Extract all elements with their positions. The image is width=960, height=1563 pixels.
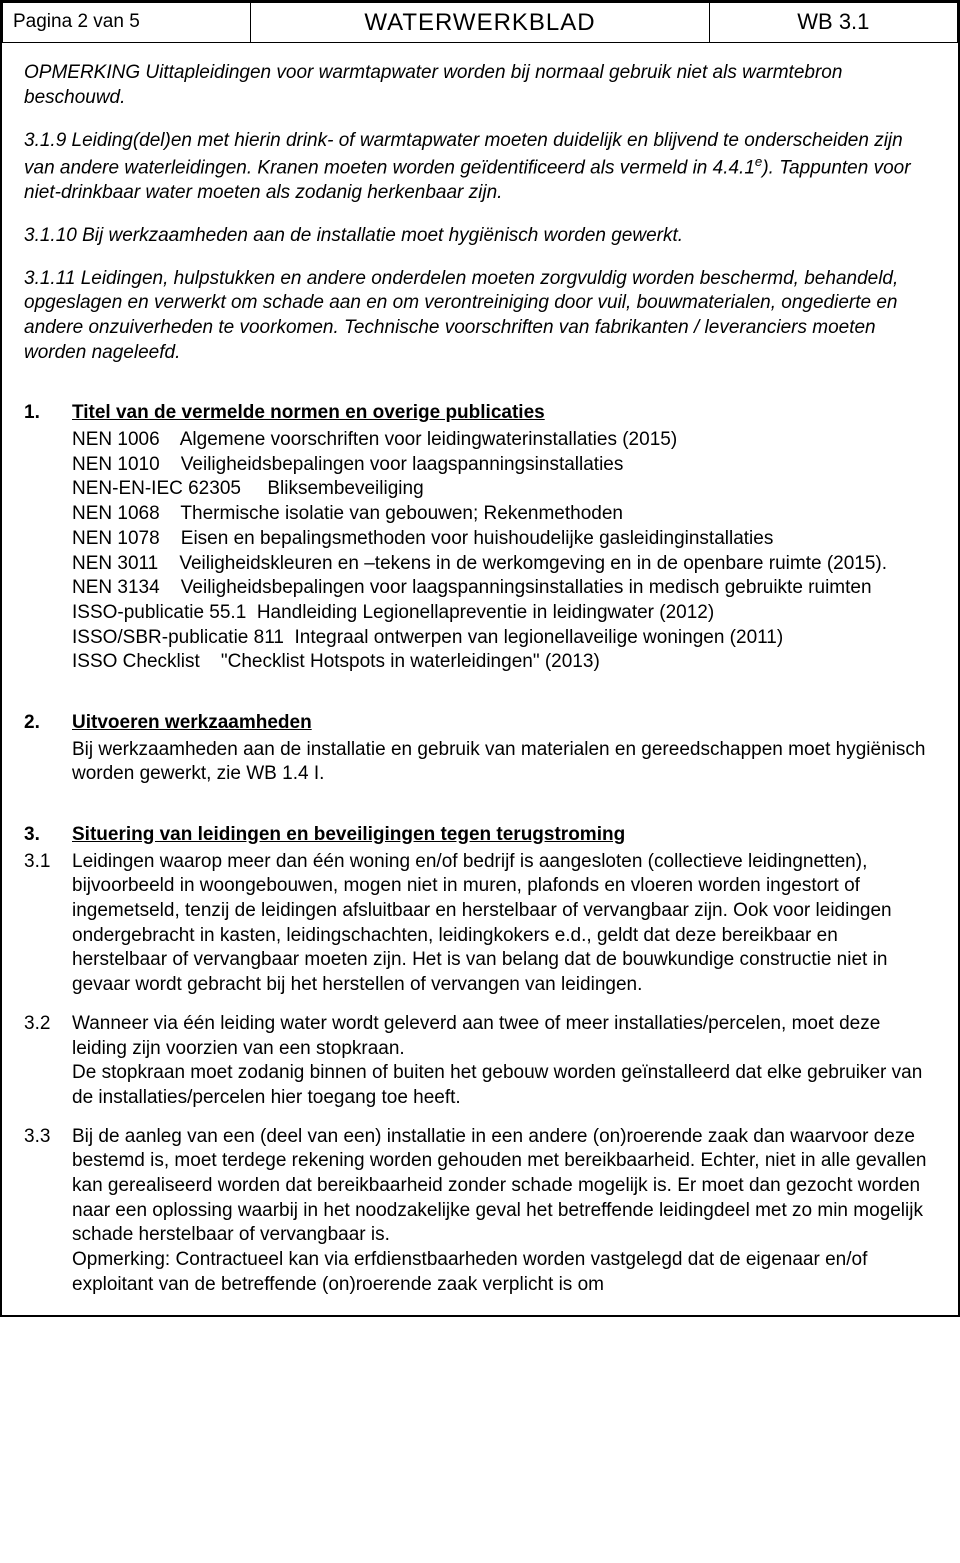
sub-3-3-body: Bij de aanleg van een (deel van een) ins… bbox=[72, 1125, 936, 1298]
norm-line: NEN 1078 Eisen en bepalingsmethoden voor… bbox=[72, 527, 936, 552]
section-2-body: Uitvoeren werkzaamheden Bij werkzaamhede… bbox=[72, 711, 936, 787]
section-2-title: Uitvoeren werkzaamheden bbox=[72, 711, 936, 736]
para-3-1-11-text: Leidingen, hulpstukken en andere onderde… bbox=[24, 268, 898, 363]
header-table: Pagina 2 van 5 WATERWERKBLAD WB 3.1 bbox=[2, 2, 958, 43]
section-1-num: 1. bbox=[24, 401, 72, 675]
norm-line: NEN 1010 Veiligheidsbepalingen voor laag… bbox=[72, 453, 936, 478]
page-frame: Pagina 2 van 5 WATERWERKBLAD WB 3.1 OPME… bbox=[0, 0, 960, 1317]
sub-3-1-num: 3.1 bbox=[24, 850, 72, 998]
norm-line: NEN 3011 Veiligheidskleuren en –tekens i… bbox=[72, 552, 936, 577]
section-1-body: Titel van de vermelde normen en overige … bbox=[72, 401, 936, 675]
norm-line: NEN 1068 Thermische isolatie van gebouwe… bbox=[72, 502, 936, 527]
norm-line: ISSO Checklist "Checklist Hotspots in wa… bbox=[72, 650, 936, 675]
subsection-3-3: 3.3 Bij de aanleg van een (deel van een)… bbox=[24, 1125, 936, 1298]
para-3-1-9-label: 3.1.9 bbox=[24, 130, 66, 151]
section-1: 1. Titel van de vermelde normen en overi… bbox=[24, 401, 936, 675]
section-2-text: Bij werkzaamheden aan de installatie en … bbox=[72, 738, 936, 787]
para-3-1-11-label: 3.1.11 bbox=[24, 268, 75, 289]
sub-3-1-body: Leidingen waarop meer dan één woning en/… bbox=[72, 850, 936, 998]
header-code: WB 3.1 bbox=[709, 3, 957, 43]
header-page-label: Pagina 2 van 5 bbox=[3, 3, 251, 43]
norm-line: ISSO/SBR-publicatie 811 Integraal ontwer… bbox=[72, 626, 936, 651]
section-2-num: 2. bbox=[24, 711, 72, 787]
norm-line: NEN 1006 Algemene voorschriften voor lei… bbox=[72, 428, 936, 453]
section-3: 3. Situering van leidingen en beveiligin… bbox=[24, 823, 936, 1297]
opmerking-paragraph: OPMERKING Uittapleidingen voor warmtapwa… bbox=[24, 61, 936, 110]
sub-3-2-body: Wanneer via één leiding water wordt gele… bbox=[72, 1012, 936, 1111]
content-area: OPMERKING Uittapleidingen voor warmtapwa… bbox=[2, 43, 958, 1315]
norm-line: NEN 3134 Veiligheidsbepalingen voor laag… bbox=[72, 576, 936, 601]
subsection-3-1: 3.1 Leidingen waarop meer dan één woning… bbox=[24, 850, 936, 998]
norm-line: ISSO-publicatie 55.1 Handleiding Legione… bbox=[72, 601, 936, 626]
subsection-3-2: 3.2 Wanneer via één leiding water wordt … bbox=[24, 1012, 936, 1111]
para-3-1-9: 3.1.9 Leiding(del)en met hierin drink- o… bbox=[24, 129, 936, 206]
section-3-title: Situering van leidingen en beveiligingen… bbox=[72, 823, 936, 848]
section-3-num: 3. bbox=[24, 823, 72, 850]
sub-3-2-num: 3.2 bbox=[24, 1012, 72, 1111]
norm-line: NEN-EN-IEC 62305 Bliksembeveiliging bbox=[72, 477, 936, 502]
section-2: 2. Uitvoeren werkzaamheden Bij werkzaamh… bbox=[24, 711, 936, 787]
para-3-1-10-text: Bij werkzaamheden aan de installatie moe… bbox=[77, 225, 683, 246]
sub-3-3-num: 3.3 bbox=[24, 1125, 72, 1298]
para-3-1-10-label: 3.1.10 bbox=[24, 225, 77, 246]
para-3-1-10: 3.1.10 Bij werkzaamheden aan de installa… bbox=[24, 224, 936, 249]
section-1-title: Titel van de vermelde normen en overige … bbox=[72, 401, 936, 426]
header-title: WATERWERKBLAD bbox=[251, 3, 709, 43]
para-3-1-11: 3.1.11 Leidingen, hulpstukken en andere … bbox=[24, 267, 936, 366]
